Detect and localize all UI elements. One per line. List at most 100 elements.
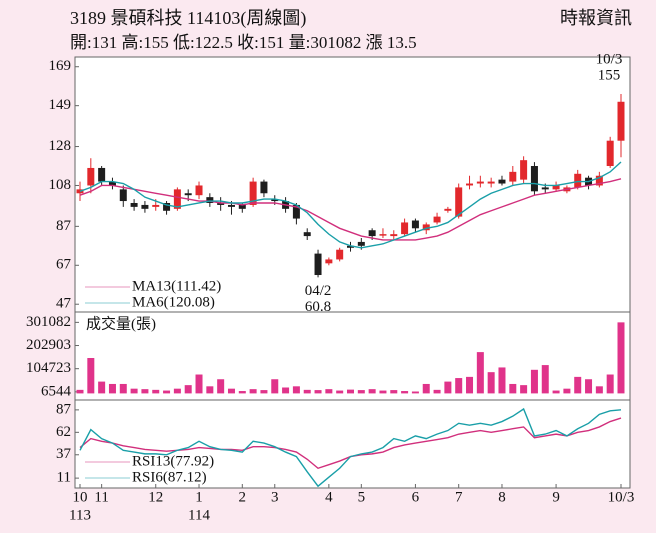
source: 時報資訊 — [560, 8, 632, 28]
x-tick-label: 5 — [358, 489, 366, 505]
volume-bar — [87, 358, 95, 394]
y-tick-label: 62 — [56, 424, 71, 440]
candle-body — [498, 179, 506, 184]
volume-bar — [422, 383, 430, 394]
subtitle: 開:131 高:155 低:122.5 收:151 量:301082 漲 13.… — [70, 33, 417, 52]
candle-body — [509, 171, 517, 182]
y-tick-label: 6544 — [41, 383, 72, 399]
candle-body — [552, 185, 560, 190]
volume-bar — [541, 365, 549, 394]
volume-bar — [314, 390, 322, 394]
volume-bar — [227, 388, 235, 394]
candle-body — [195, 185, 203, 196]
candle-body — [574, 173, 582, 188]
x-tick-label: 10 — [73, 489, 88, 505]
volume-bar — [617, 322, 625, 394]
volume-bar — [585, 379, 593, 394]
candle-body — [390, 234, 398, 237]
annotation: 10/3 — [596, 51, 623, 67]
volume-bar — [347, 389, 354, 394]
volume-bar — [336, 390, 344, 394]
y-tick-label: 301082 — [26, 314, 71, 330]
candle-body — [173, 189, 181, 209]
candle-body — [271, 199, 279, 202]
volume-bar — [595, 386, 603, 394]
volume-bar — [444, 381, 452, 394]
x-tick-label: 12 — [148, 489, 163, 505]
candle-body — [119, 189, 127, 202]
volume-bar — [238, 391, 246, 394]
volume-bar — [249, 389, 257, 394]
candle-body — [325, 259, 333, 264]
candle-body — [87, 167, 95, 186]
y-tick-label: 202903 — [26, 337, 71, 353]
y-tick-label: 87 — [56, 401, 72, 417]
candle-body — [476, 181, 484, 184]
volume-bar — [466, 376, 474, 394]
volume-bar — [401, 391, 409, 394]
candle-body — [422, 224, 430, 231]
candle-body — [141, 204, 149, 209]
candle-body — [444, 208, 452, 211]
volume-bar — [563, 388, 571, 394]
panel-label: 成交量(張) — [86, 314, 156, 332]
legend-label: MA13(111.42) — [132, 278, 221, 294]
volume-bar — [206, 386, 214, 394]
x-tick-label: 9 — [552, 489, 560, 505]
candle-body — [541, 187, 549, 190]
candle-body — [520, 160, 528, 180]
volume-bar — [260, 390, 268, 394]
legend-label: RSI13(77.92) — [132, 453, 214, 469]
candle-body — [487, 181, 495, 184]
volume-bar — [433, 389, 441, 394]
x-tick-label: 7 — [455, 489, 463, 505]
candle-body — [530, 166, 538, 192]
candle-body — [411, 220, 419, 229]
annotation: 04/2 — [305, 283, 332, 299]
volume-bar — [390, 390, 398, 394]
candle-body — [595, 175, 603, 186]
volume-bar — [574, 376, 582, 394]
volume-bar — [292, 386, 300, 394]
candle-body — [455, 187, 463, 217]
candle-body — [379, 234, 387, 236]
series-line — [79, 161, 622, 249]
volume-bar — [173, 388, 181, 394]
candle-body — [238, 204, 246, 209]
volume-bar — [606, 374, 614, 394]
x-tick-label: 11 — [94, 489, 108, 505]
volume-bar — [130, 388, 138, 394]
volume-bar — [476, 352, 484, 394]
y-tick-label: 149 — [49, 97, 72, 113]
volume-bar — [98, 381, 106, 394]
y-tick-label: 37 — [56, 446, 72, 462]
volume-bar — [303, 389, 311, 394]
candle-body — [184, 193, 192, 196]
y-tick-label: 11 — [57, 470, 71, 486]
candle-body — [401, 222, 409, 235]
x-tick-label: 2 — [239, 489, 247, 505]
candle-body — [98, 167, 106, 182]
x-tick-sublabel: 113 — [69, 507, 91, 523]
x-tick-label: 10/3 — [608, 489, 635, 505]
volume-bar — [195, 374, 203, 394]
volume-bar — [368, 389, 376, 394]
x-tick-label: 1 — [195, 489, 203, 505]
candle-body — [347, 245, 354, 248]
x-tick-sublabel: 114 — [188, 507, 210, 523]
candle-body — [217, 202, 225, 205]
candle-body — [260, 181, 268, 194]
y-tick-label: 104723 — [26, 360, 71, 376]
volume-bar — [119, 383, 127, 394]
y-tick-label: 169 — [49, 58, 72, 74]
volume-bar — [271, 379, 279, 394]
volume-bar — [498, 367, 506, 394]
volume-bar — [76, 389, 84, 394]
series-line — [79, 407, 622, 488]
candle-body — [249, 181, 257, 205]
volume-bar — [552, 390, 560, 394]
y-tick-label: 87 — [56, 218, 72, 234]
x-tick-label: 4 — [325, 489, 333, 505]
